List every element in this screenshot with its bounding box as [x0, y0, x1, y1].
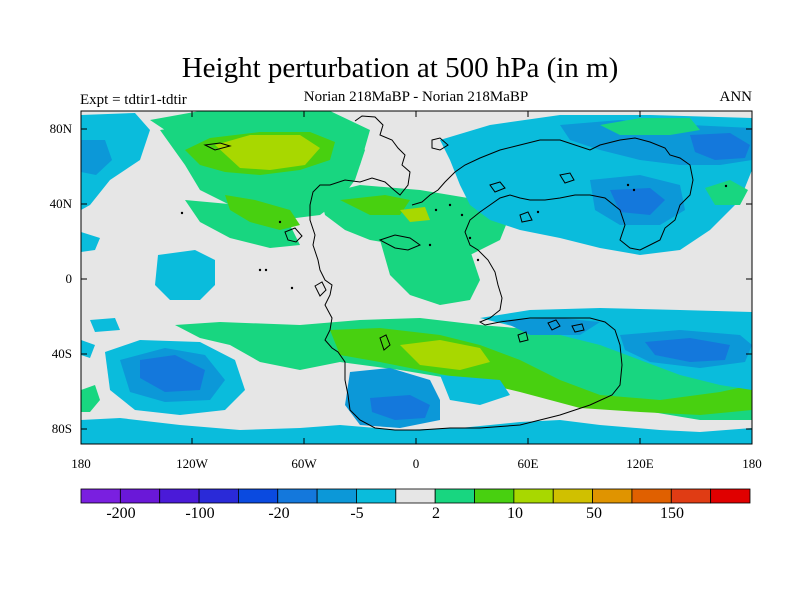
coastline-island: [431, 137, 449, 151]
contour-band-positive: [600, 118, 700, 135]
colorbar-label: 150: [660, 505, 684, 522]
y-tick-label: 40N: [49, 196, 72, 211]
experiment-label: Expt = tdtir1-tdtir: [80, 92, 187, 108]
contour-band-negative: [690, 133, 750, 160]
x-tick-label: 60E: [517, 456, 539, 471]
contour-band-negative: [440, 375, 510, 405]
colorbar-swatch: [119, 488, 161, 504]
x-tick-label: 180: [71, 456, 91, 471]
contour-band-positive: [185, 200, 300, 248]
colorbar-label: 2: [432, 505, 440, 522]
colorbar-swatch: [592, 488, 633, 504]
coastline-island: [314, 281, 327, 297]
coastline-island: [203, 142, 232, 151]
coastline-island: [519, 211, 533, 223]
contour-band-positive: [400, 207, 430, 222]
colorbar-swatch: [552, 488, 593, 504]
pangea-coastline: [309, 115, 694, 431]
colorbar-label: 50: [586, 505, 602, 522]
contour-band-positive: [225, 195, 300, 230]
axis-ticks: [81, 111, 752, 444]
contour-band-positive: [340, 195, 410, 215]
coastline-island: [489, 181, 506, 193]
contour-band-negative: [81, 140, 112, 175]
coastline-island: [571, 323, 585, 333]
colorbar-swatch: [356, 488, 397, 504]
colorbar-label: -20: [268, 505, 290, 522]
colorbar-swatch: [710, 488, 751, 504]
contour-band-positive: [400, 340, 490, 370]
colorbar-swatch: [670, 488, 712, 504]
coastline-island: [378, 234, 422, 251]
colorbar-swatch: [277, 488, 318, 504]
colorbar-label: -200: [106, 505, 136, 522]
contour-band-negative: [140, 355, 205, 392]
contour-band-negative: [81, 418, 752, 444]
coastline-island: [379, 334, 391, 351]
colorbar-swatch: [631, 488, 672, 504]
contour-band-positive: [380, 235, 480, 305]
contour-band-negative: [81, 113, 150, 210]
x-tick-label: 60W: [291, 456, 317, 471]
colorbar-swatch: [238, 488, 279, 504]
small-islands: [180, 183, 728, 290]
contour-band-negative: [90, 318, 120, 332]
contour-band-positive: [705, 180, 748, 205]
contour-field: [81, 111, 752, 444]
x-tick-label: 0: [412, 456, 420, 471]
colorbar-swatch: [513, 488, 554, 504]
contour-band-positive: [215, 135, 320, 170]
x-tick-label: 120W: [176, 456, 208, 471]
contour-band-positive: [81, 385, 100, 412]
contour-band-negative: [370, 395, 430, 420]
colorbar-swatch: [474, 488, 515, 504]
y-tick-label: 80S: [51, 421, 72, 436]
subtitle: Norian 218MaBP - Norian 218MaBP: [303, 89, 529, 105]
contour-band-negative: [81, 232, 100, 252]
contour-band-negative: [645, 338, 730, 362]
colorbar: [80, 488, 751, 504]
coastline-island: [284, 227, 303, 243]
colorbar-label: 10: [507, 505, 523, 522]
colorbar-swatch: [395, 488, 436, 504]
colorbar-swatch: [80, 488, 121, 504]
coastlines: [203, 115, 694, 431]
x-tick-label: 180: [742, 456, 762, 471]
contour-band-negative: [155, 250, 215, 300]
y-tick-label: 80N: [49, 121, 72, 136]
y-tick-label: 40S: [51, 346, 72, 361]
colorbar-swatch: [198, 488, 239, 504]
coastline-island: [517, 331, 529, 343]
coastline-island: [547, 319, 561, 331]
x-tick-label: 120E: [626, 456, 654, 471]
plot-title: Height perturbation at 500 hPa (in m): [181, 52, 619, 84]
colorbar-label: -5: [350, 505, 364, 522]
season-label: ANN: [719, 89, 753, 105]
coastline-island: [559, 172, 575, 184]
y-tick-label: 0: [65, 271, 73, 286]
contour-band-negative: [610, 188, 665, 215]
colorbar-label: -100: [185, 505, 215, 522]
colorbar-swatch: [434, 488, 475, 504]
colorbar-swatch: [316, 488, 357, 504]
colorbar-swatch: [159, 488, 200, 504]
